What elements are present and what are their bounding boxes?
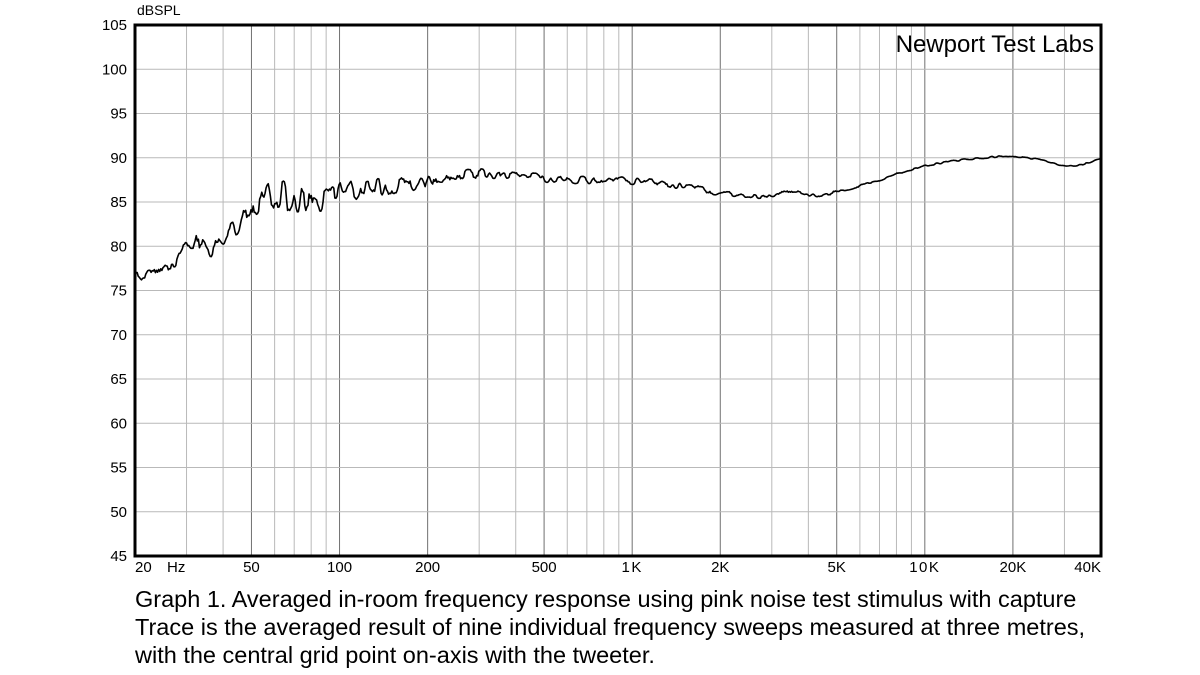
svg-text:90: 90: [110, 150, 127, 167]
svg-text:70: 70: [110, 327, 127, 344]
svg-text:20K: 20K: [1000, 559, 1027, 576]
svg-text:500: 500: [532, 559, 557, 576]
svg-text:65: 65: [110, 371, 127, 388]
svg-text:Newport Test Labs: Newport Test Labs: [896, 31, 1094, 58]
svg-text:Hz: Hz: [167, 559, 185, 576]
svg-text:55: 55: [110, 460, 127, 477]
svg-text:75: 75: [110, 283, 127, 300]
svg-text:40K: 40K: [1074, 559, 1101, 576]
svg-text:85: 85: [110, 194, 127, 211]
svg-text:dBSPL: dBSPL: [137, 2, 181, 18]
svg-text:100: 100: [102, 61, 127, 78]
svg-text:100: 100: [327, 559, 352, 576]
svg-text:45: 45: [110, 548, 127, 565]
svg-text:200: 200: [415, 559, 440, 576]
svg-text:10K: 10K: [909, 559, 940, 576]
svg-text:50: 50: [243, 559, 260, 576]
svg-text:80: 80: [110, 238, 127, 255]
svg-text:2K: 2K: [711, 559, 729, 576]
svg-text:50: 50: [110, 504, 127, 521]
svg-text:105: 105: [102, 17, 127, 34]
svg-text:95: 95: [110, 106, 127, 123]
svg-text:60: 60: [110, 415, 127, 432]
svg-text:1K: 1K: [622, 559, 643, 576]
svg-text:20: 20: [135, 559, 152, 576]
svg-text:5K: 5K: [828, 559, 846, 576]
